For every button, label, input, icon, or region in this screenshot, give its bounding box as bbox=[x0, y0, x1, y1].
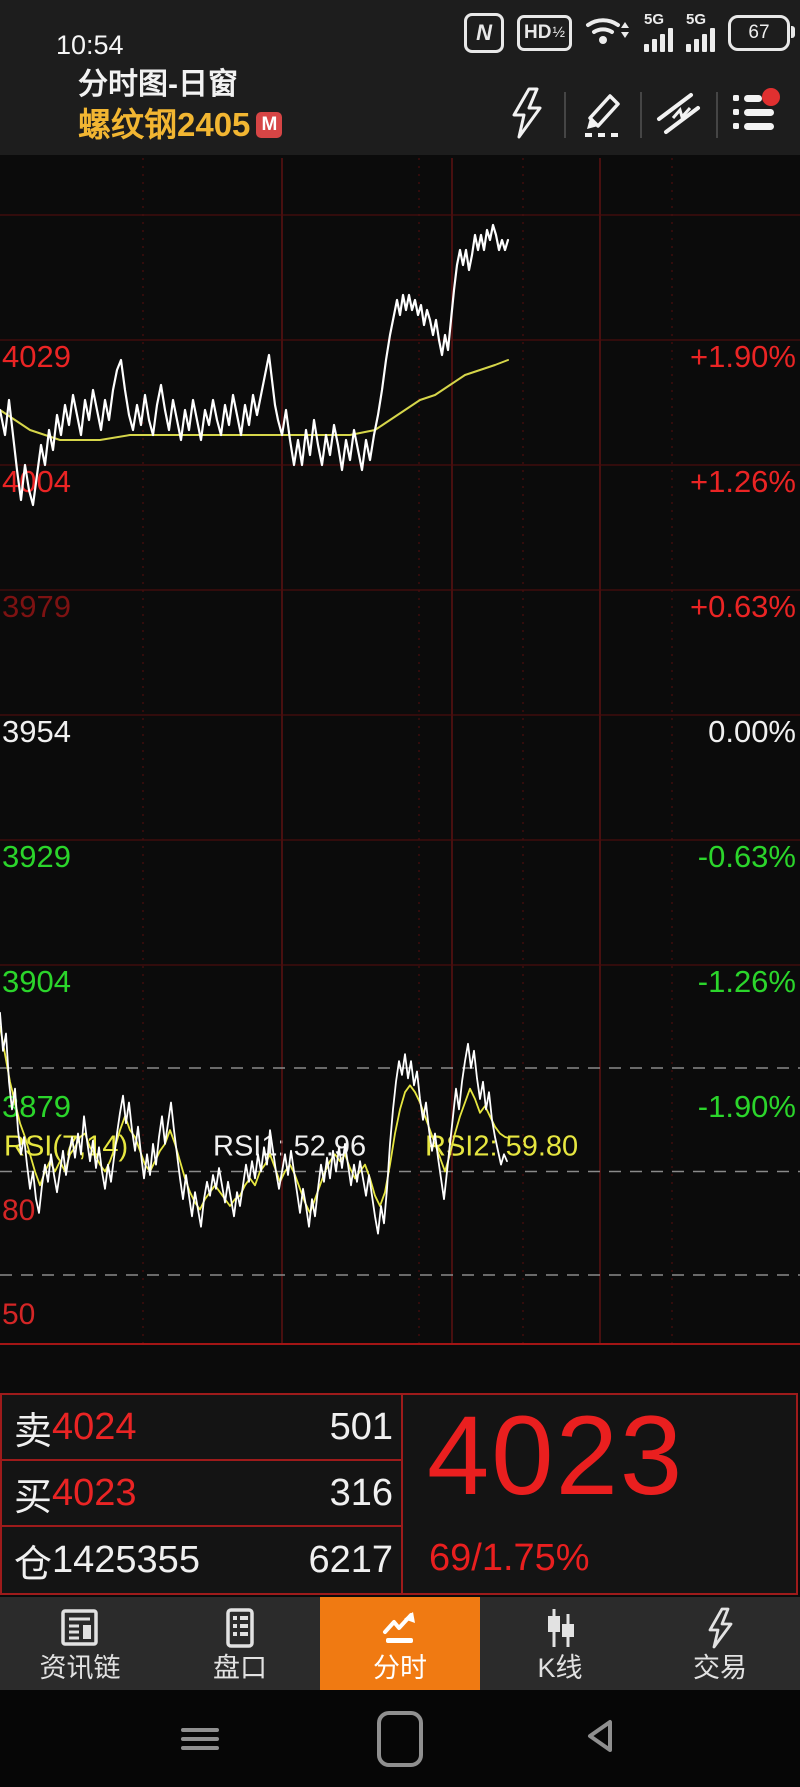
tab-orderbook[interactable]: 盘口 bbox=[160, 1597, 320, 1690]
percent-axis-label: 0.00% bbox=[708, 714, 796, 749]
status-icons: N HD ½ 5G 5G 67 bbox=[464, 0, 795, 65]
lightning-icon bbox=[504, 86, 550, 145]
battery-icon: 67 bbox=[728, 14, 795, 51]
price-axis-label: 3954 bbox=[2, 714, 71, 749]
tab-label: K线 bbox=[537, 1652, 583, 1683]
app-header: 分时图-日窗 螺纹钢2405 M bbox=[0, 65, 800, 205]
watchlist-button[interactable] bbox=[718, 87, 792, 143]
tab-timeshare[interactable]: 分时 bbox=[320, 1597, 480, 1690]
percent-axis-label: +0.63% bbox=[689, 589, 796, 624]
ask-label: 卖 bbox=[14, 1410, 53, 1453]
title-block: 分时图-日窗 螺纹钢2405 M bbox=[78, 68, 283, 143]
price-axis-label: 4004 bbox=[2, 464, 71, 499]
rsi-level-label: 50 bbox=[2, 1297, 36, 1331]
ask-price: 4024 bbox=[52, 1405, 137, 1448]
percent-axis-label: -1.90% bbox=[697, 1089, 796, 1124]
ask-volume: 501 bbox=[329, 1405, 393, 1448]
contract-name: 螺纹钢2405 bbox=[78, 106, 251, 143]
tab-kline[interactable]: K线 bbox=[480, 1597, 640, 1690]
chart-panel[interactable]: RSI(7,14) RSI1: 52.96 RSI2: 59.80 4029 +1… bbox=[0, 155, 800, 1542]
tab-label: 交易 bbox=[693, 1652, 747, 1683]
bid-price: 4023 bbox=[52, 1471, 137, 1514]
page-title: 分时图-日窗 bbox=[78, 68, 238, 101]
rsi-level-label: 80 bbox=[2, 1194, 36, 1227]
rsi-param-label: RSI(7,14) bbox=[4, 1130, 129, 1163]
open-interest-row[interactable]: 仓 1425355 6217 bbox=[2, 1527, 401, 1593]
price-axis-label: 3879 bbox=[2, 1089, 71, 1124]
trendline-tool-button[interactable] bbox=[642, 87, 716, 143]
price-axis-label: 3904 bbox=[2, 964, 71, 999]
chart-labels: RSI(7,14) RSI1: 52.96 RSI2: 59.80 4029 +1… bbox=[0, 155, 800, 1542]
timeshare-chart-icon bbox=[377, 1606, 423, 1650]
price-axis-label: 4029 bbox=[2, 339, 71, 374]
percent-axis-label: +1.90% bbox=[689, 339, 796, 374]
signal-icon-1: 5G bbox=[644, 12, 673, 52]
price-change: 69/1.75% bbox=[429, 1537, 590, 1579]
last-price-cell[interactable]: 4023 69/1.75% bbox=[403, 1393, 800, 1593]
divider bbox=[716, 92, 718, 138]
header-actions bbox=[490, 85, 792, 145]
tab-label: 分时 bbox=[373, 1652, 427, 1683]
tab-news[interactable]: 资讯链 bbox=[0, 1597, 160, 1690]
total-volume: 6217 bbox=[308, 1538, 393, 1581]
percent-axis-label: -1.26% bbox=[697, 964, 796, 999]
bottom-tab-bar: 资讯链 盘口 分时 bbox=[0, 1597, 800, 1690]
tab-label: 资讯链 bbox=[39, 1652, 121, 1683]
open-interest-label: 仓 bbox=[14, 1543, 53, 1586]
hd-volte-icon: HD ½ bbox=[517, 14, 572, 51]
candlestick-icon bbox=[537, 1606, 583, 1650]
trade-lightning-icon bbox=[697, 1606, 743, 1650]
quick-order-button[interactable] bbox=[490, 87, 564, 143]
percent-axis-label: +1.26% bbox=[689, 464, 796, 499]
signal-icon-2: 5G bbox=[686, 12, 715, 52]
ask-row[interactable]: 卖 4024 501 bbox=[2, 1395, 401, 1461]
last-price: 4023 bbox=[427, 1393, 685, 1518]
home-icon bbox=[377, 1710, 423, 1767]
back-nav-button[interactable] bbox=[540, 1690, 660, 1787]
bid-volume: 316 bbox=[329, 1471, 393, 1514]
tab-trade[interactable]: 交易 bbox=[640, 1597, 800, 1690]
open-interest-value: 1425355 bbox=[52, 1538, 200, 1581]
home-button[interactable] bbox=[340, 1690, 460, 1787]
divider bbox=[640, 92, 642, 138]
pencil-icon bbox=[578, 86, 628, 145]
price-axis-label: 3929 bbox=[2, 839, 71, 874]
quote-panel: 卖 4024 501 买 4023 316 仓 1425355 6217 402… bbox=[0, 1393, 798, 1595]
orderbook-summary: 卖 4024 501 买 4023 316 仓 1425355 6217 bbox=[2, 1395, 403, 1593]
clock: 10:54 bbox=[56, 30, 124, 60]
price-axis-label: 3979 bbox=[2, 589, 71, 624]
trendlines-icon bbox=[653, 87, 705, 144]
nfc-icon: N bbox=[464, 12, 505, 53]
list-icon bbox=[727, 87, 783, 144]
draw-button[interactable] bbox=[566, 87, 640, 143]
wifi-icon bbox=[585, 12, 631, 53]
status-bar: 10:54 N HD ½ 5G 5G 67 bbox=[0, 0, 800, 65]
rsi2-value-label: RSI2: 59.80 bbox=[425, 1130, 579, 1163]
percent-axis-label: -0.63% bbox=[697, 839, 796, 874]
recents-button[interactable] bbox=[140, 1690, 260, 1787]
back-triangle-icon bbox=[578, 1714, 622, 1763]
rsi1-value-label: RSI1: 52.96 bbox=[213, 1130, 367, 1163]
bid-row[interactable]: 买 4023 316 bbox=[2, 1461, 401, 1527]
orderbook-icon bbox=[217, 1606, 263, 1650]
tab-label: 盘口 bbox=[213, 1652, 267, 1683]
bid-label: 买 bbox=[14, 1476, 53, 1519]
main-contract-badge: M bbox=[256, 112, 283, 138]
android-nav-bar bbox=[0, 1690, 800, 1787]
divider bbox=[564, 92, 566, 138]
menu-icon bbox=[181, 1723, 219, 1755]
newspaper-icon bbox=[57, 1606, 103, 1650]
